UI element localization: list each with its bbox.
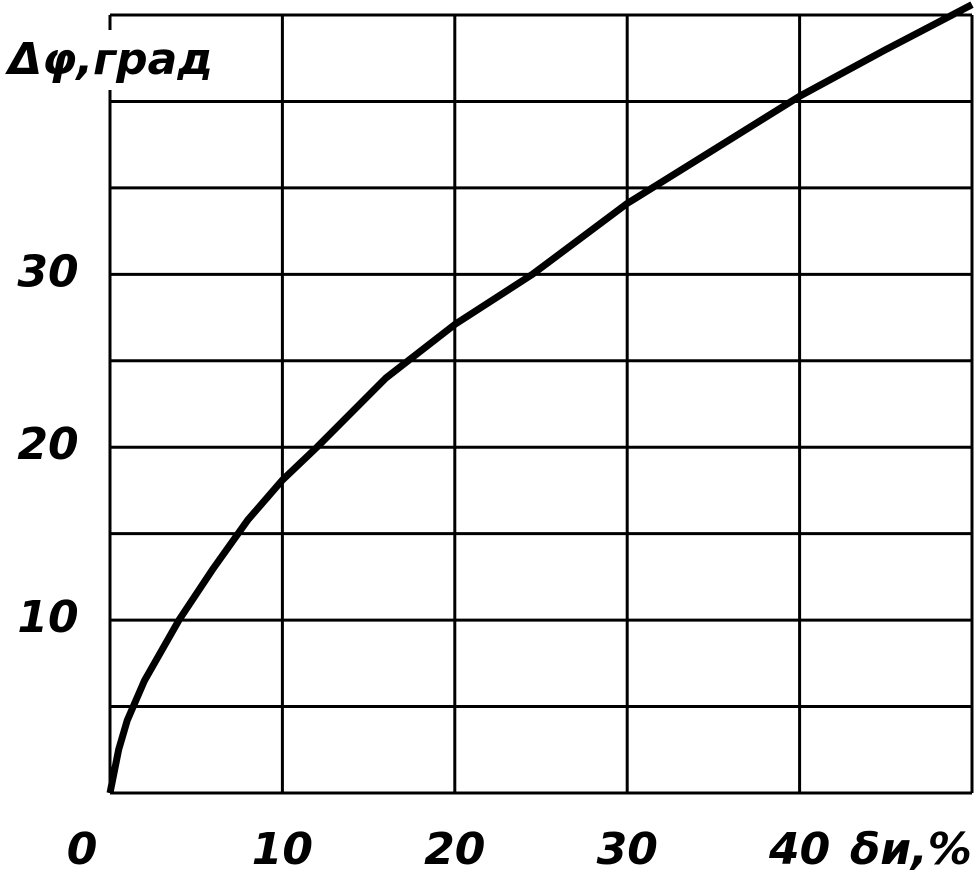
data-line xyxy=(106,1,974,794)
plot-area: 0 10 20 30 40 10 20 30 xyxy=(17,1,974,875)
x-tick-label: 20 xyxy=(424,824,485,875)
x-tick-label: 30 xyxy=(597,824,658,875)
x-tick-label: 0 xyxy=(67,824,98,875)
y-tick-label: 30 xyxy=(17,246,78,297)
x-axis-label: δи,% xyxy=(850,824,972,875)
y-tick-label: 20 xyxy=(17,419,78,470)
x-tick-label: 40 xyxy=(768,824,830,875)
y-tick-label: 10 xyxy=(17,592,78,643)
x-tick-label: 10 xyxy=(252,824,313,875)
label-backdrop xyxy=(0,30,232,90)
y-axis-label: Δφ,град xyxy=(5,34,213,85)
